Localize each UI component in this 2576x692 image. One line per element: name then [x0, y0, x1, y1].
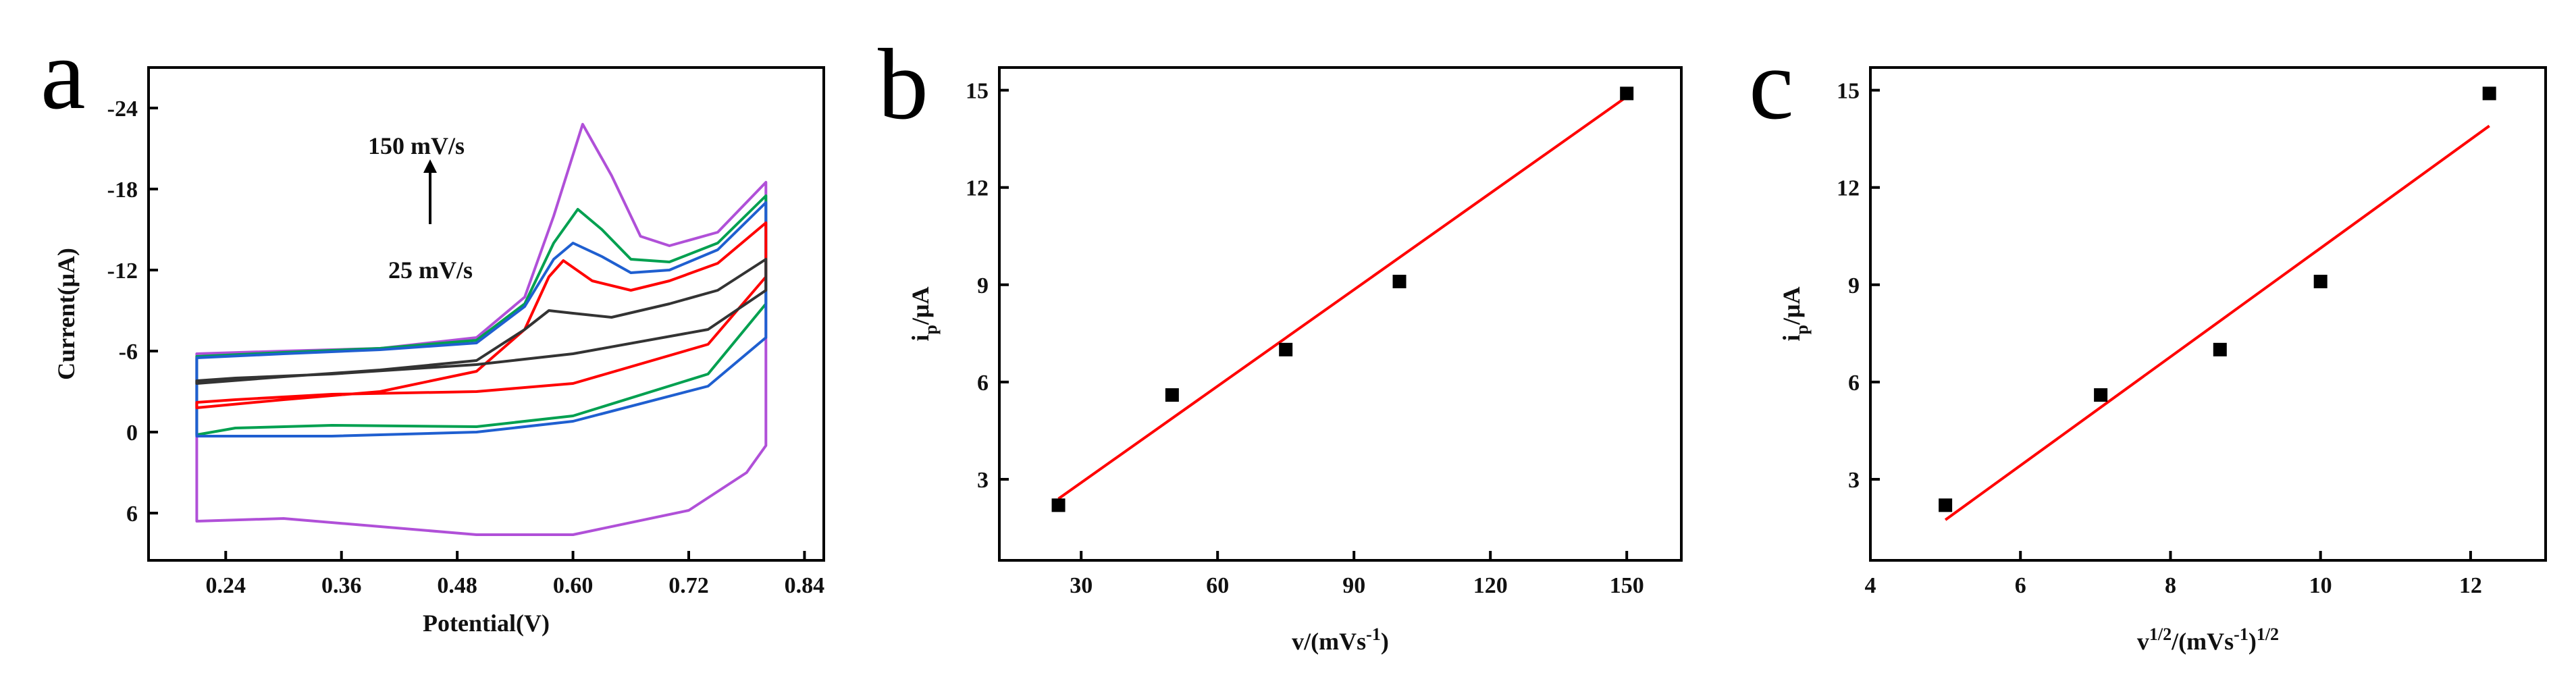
- data-point: [1051, 498, 1066, 512]
- data-point: [1279, 342, 1293, 356]
- data-point: [1392, 274, 1407, 288]
- y-tick-label: 6: [1848, 371, 1860, 396]
- y-axis-ticks: 3 6 9 12 15: [966, 79, 1009, 493]
- y-tick-label: 9: [1848, 273, 1860, 298]
- x-tick-label: 12: [2459, 573, 2482, 598]
- y-tick-label: 6: [977, 371, 989, 396]
- cv-curves: [195, 123, 768, 536]
- y-tick-label: -6: [119, 340, 138, 365]
- panel-letter-c: c: [1749, 28, 1794, 140]
- cv-curve: [195, 194, 768, 436]
- data-point: [2094, 388, 2108, 402]
- y-axis-ticks: -24 -18 -12 -6 0 6: [107, 97, 158, 527]
- x-tick-label: 0.36: [321, 573, 362, 598]
- x-axis-ticks: 0.24 0.36 0.48 0.60 0.72 0.84: [206, 551, 825, 598]
- fit-line: [1944, 124, 2490, 521]
- y-tick-label: 9: [977, 273, 989, 298]
- x-tick-label: 30: [1070, 573, 1093, 598]
- data-point: [2213, 342, 2227, 356]
- y-axis-title: ip/μA: [907, 287, 941, 342]
- annotation-25mvs: 25 mV/s: [388, 257, 473, 284]
- y-tick-label: -24: [107, 97, 138, 122]
- x-tick-label: 90: [1342, 573, 1365, 598]
- fit-line-segment: [1944, 124, 2490, 521]
- x-axis-ticks: 30 60 90 120 150: [1070, 551, 1644, 598]
- data-point: [2482, 86, 2496, 101]
- panel-letter-a: a: [41, 18, 86, 130]
- x-tick-label: 120: [1473, 573, 1508, 598]
- y-axis-title: ip/μA: [1778, 287, 1812, 342]
- y-tick-label: 12: [1837, 176, 1860, 201]
- x-axis-title: v1/2/(mVs-1)1/2: [2137, 624, 2279, 655]
- y-axis-title: Current(μA): [53, 248, 80, 380]
- y-tick-label: 6: [126, 502, 138, 527]
- y-tick-label: 15: [966, 79, 989, 104]
- y-tick-label: 15: [1837, 79, 1860, 104]
- annotation-150mvs: 150 mV/s: [368, 132, 465, 159]
- cv-curve: [195, 123, 768, 536]
- y-tick-label: 3: [1848, 468, 1860, 493]
- data-point: [2313, 274, 2328, 288]
- fit-line: [1057, 95, 1628, 500]
- x-tick-label: 0.60: [553, 573, 594, 598]
- x-tick-label: 0.84: [785, 573, 825, 598]
- cv-curve: [195, 201, 768, 437]
- scatter-chart-c: 4 6 8 10 12 3 6 9 12 15 v1/2/(mVs-1)1/2 ip/μA: [1778, 66, 2547, 655]
- y-tick-label: 12: [966, 176, 989, 201]
- cv-chart: 0.24 0.36 0.48 0.60 0.72 0.84 -24 -18 -12 -6 0 6 P…: [53, 66, 825, 637]
- scan-rate-arrow: [423, 159, 437, 224]
- y-tick-label: 3: [977, 468, 989, 493]
- y-tick-label: -12: [107, 259, 138, 284]
- x-tick-label: 0.48: [437, 573, 477, 598]
- scatter-chart-b: 30 60 90 120 150 3 6 9 12 15 v/(mVs-1) ip/μA: [907, 66, 1683, 655]
- x-axis-title: Potential(V): [423, 610, 550, 637]
- fit-line-segment: [1057, 95, 1628, 500]
- y-tick-label: 0: [126, 421, 138, 446]
- x-tick-label: 8: [2165, 573, 2176, 598]
- panel-letter-b: b: [878, 28, 928, 140]
- x-tick-label: 10: [2309, 573, 2332, 598]
- x-tick-label: 0.72: [668, 573, 709, 598]
- data-points: [1051, 86, 1634, 512]
- cv-curve: [195, 221, 768, 409]
- x-tick-label: 6: [2015, 573, 2026, 598]
- plot-frame: [147, 66, 825, 562]
- y-axis-ticks: 3 6 9 12 15: [1837, 79, 1880, 493]
- x-axis-title: v/(mVs-1): [1292, 624, 1389, 655]
- y-tick-label: -18: [107, 178, 138, 203]
- data-point: [1165, 388, 1179, 402]
- data-point: [1939, 498, 1953, 512]
- cv-curve: [195, 258, 768, 385]
- x-tick-label: 60: [1206, 573, 1229, 598]
- x-tick-label: 0.24: [206, 573, 246, 598]
- data-points: [1939, 86, 2496, 512]
- plot-frame: [1869, 66, 2547, 562]
- plot-frame: [998, 66, 1683, 562]
- data-point: [1620, 86, 1634, 101]
- x-axis-ticks: 4 6 8 10 12: [1865, 551, 2482, 598]
- x-tick-label: 4: [1865, 573, 1876, 598]
- x-tick-label: 150: [1610, 573, 1644, 598]
